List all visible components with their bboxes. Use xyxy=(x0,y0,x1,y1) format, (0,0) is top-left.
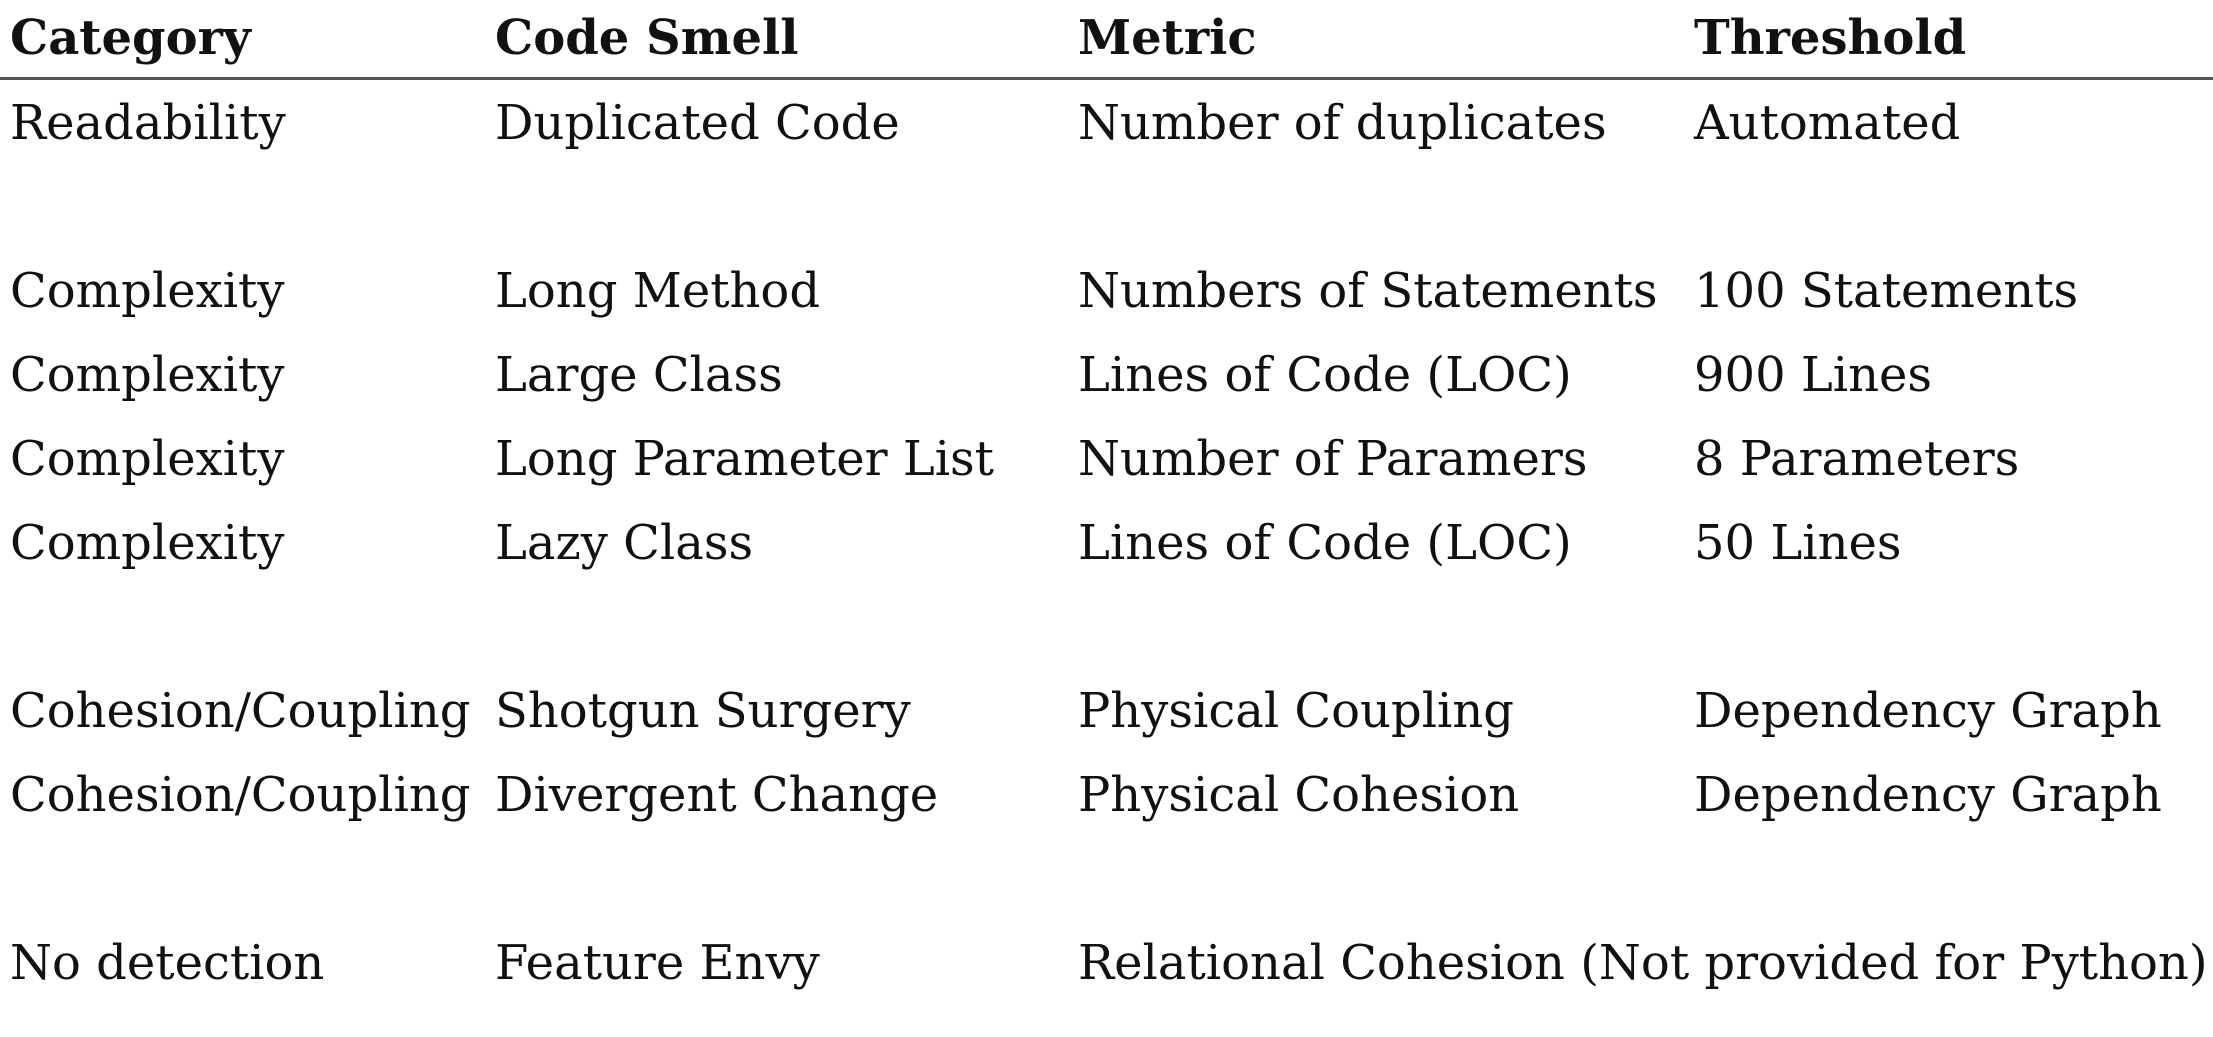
cell-threshold: Dependency Graph xyxy=(1694,683,2162,739)
cell-category: No detection xyxy=(10,935,325,991)
table-row: Complexity Long Parameter List Number of… xyxy=(0,419,2213,499)
cell-category: Complexity xyxy=(10,431,285,487)
cell-metric: Number of Paramers xyxy=(1078,431,1588,487)
table-row: Complexity Long Method Numbers of Statem… xyxy=(0,251,2213,331)
header-threshold: Threshold xyxy=(1694,10,1967,66)
header-category: Category xyxy=(10,10,251,66)
cell-category: Complexity xyxy=(10,263,285,319)
cell-metric: Physical Coupling xyxy=(1078,683,1515,739)
table-row: Complexity Large Class Lines of Code (LO… xyxy=(0,335,2213,415)
cell-threshold: Dependency Graph xyxy=(1694,767,2162,823)
cell-metric: Numbers of Statements xyxy=(1078,263,1658,319)
table-row: Cohesion/Coupling Shotgun Surgery Physic… xyxy=(0,671,2213,751)
cell-code-smell: Large Class xyxy=(495,347,783,403)
cell-threshold: 100 Statements xyxy=(1694,263,2079,319)
cell-code-smell: Long Parameter List xyxy=(495,431,994,487)
cell-metric: Lines of Code (LOC) xyxy=(1078,347,1572,403)
cell-category: Cohesion/Coupling xyxy=(10,767,471,823)
cell-threshold: Automated xyxy=(1694,95,1961,151)
cell-metric: Physical Cohesion xyxy=(1078,767,1520,823)
cell-threshold: 900 Lines xyxy=(1694,347,1933,403)
cell-category: Cohesion/Coupling xyxy=(10,683,471,739)
cell-metric: Relational Cohesion (Not provided for Py… xyxy=(1078,935,2208,991)
cell-code-smell: Duplicated Code xyxy=(495,95,900,151)
cell-category: Complexity xyxy=(10,347,285,403)
table-row: No detection Feature Envy Relational Coh… xyxy=(0,923,2213,1003)
cell-code-smell: Shotgun Surgery xyxy=(495,683,911,739)
cell-category: Readability xyxy=(10,95,286,151)
cell-category: Complexity xyxy=(10,515,285,571)
cell-code-smell: Lazy Class xyxy=(495,515,754,571)
table-row: Complexity Lazy Class Lines of Code (LOC… xyxy=(0,503,2213,583)
header-metric: Metric xyxy=(1078,10,1257,66)
table-row: Cohesion/Coupling Divergent Change Physi… xyxy=(0,755,2213,835)
cell-threshold: 8 Parameters xyxy=(1694,431,2020,487)
cell-metric: Number of duplicates xyxy=(1078,95,1607,151)
cell-threshold: 50 Lines xyxy=(1694,515,1902,571)
table-header-row: Category Code Smell Metric Threshold xyxy=(0,0,2213,80)
table-row: Readability Duplicated Code Number of du… xyxy=(0,83,2213,163)
cell-code-smell: Feature Envy xyxy=(495,935,820,991)
header-code-smell: Code Smell xyxy=(495,10,799,66)
cell-metric: Lines of Code (LOC) xyxy=(1078,515,1572,571)
cell-code-smell: Divergent Change xyxy=(495,767,939,823)
header-rule xyxy=(0,77,2213,80)
cell-code-smell: Long Method xyxy=(495,263,821,319)
